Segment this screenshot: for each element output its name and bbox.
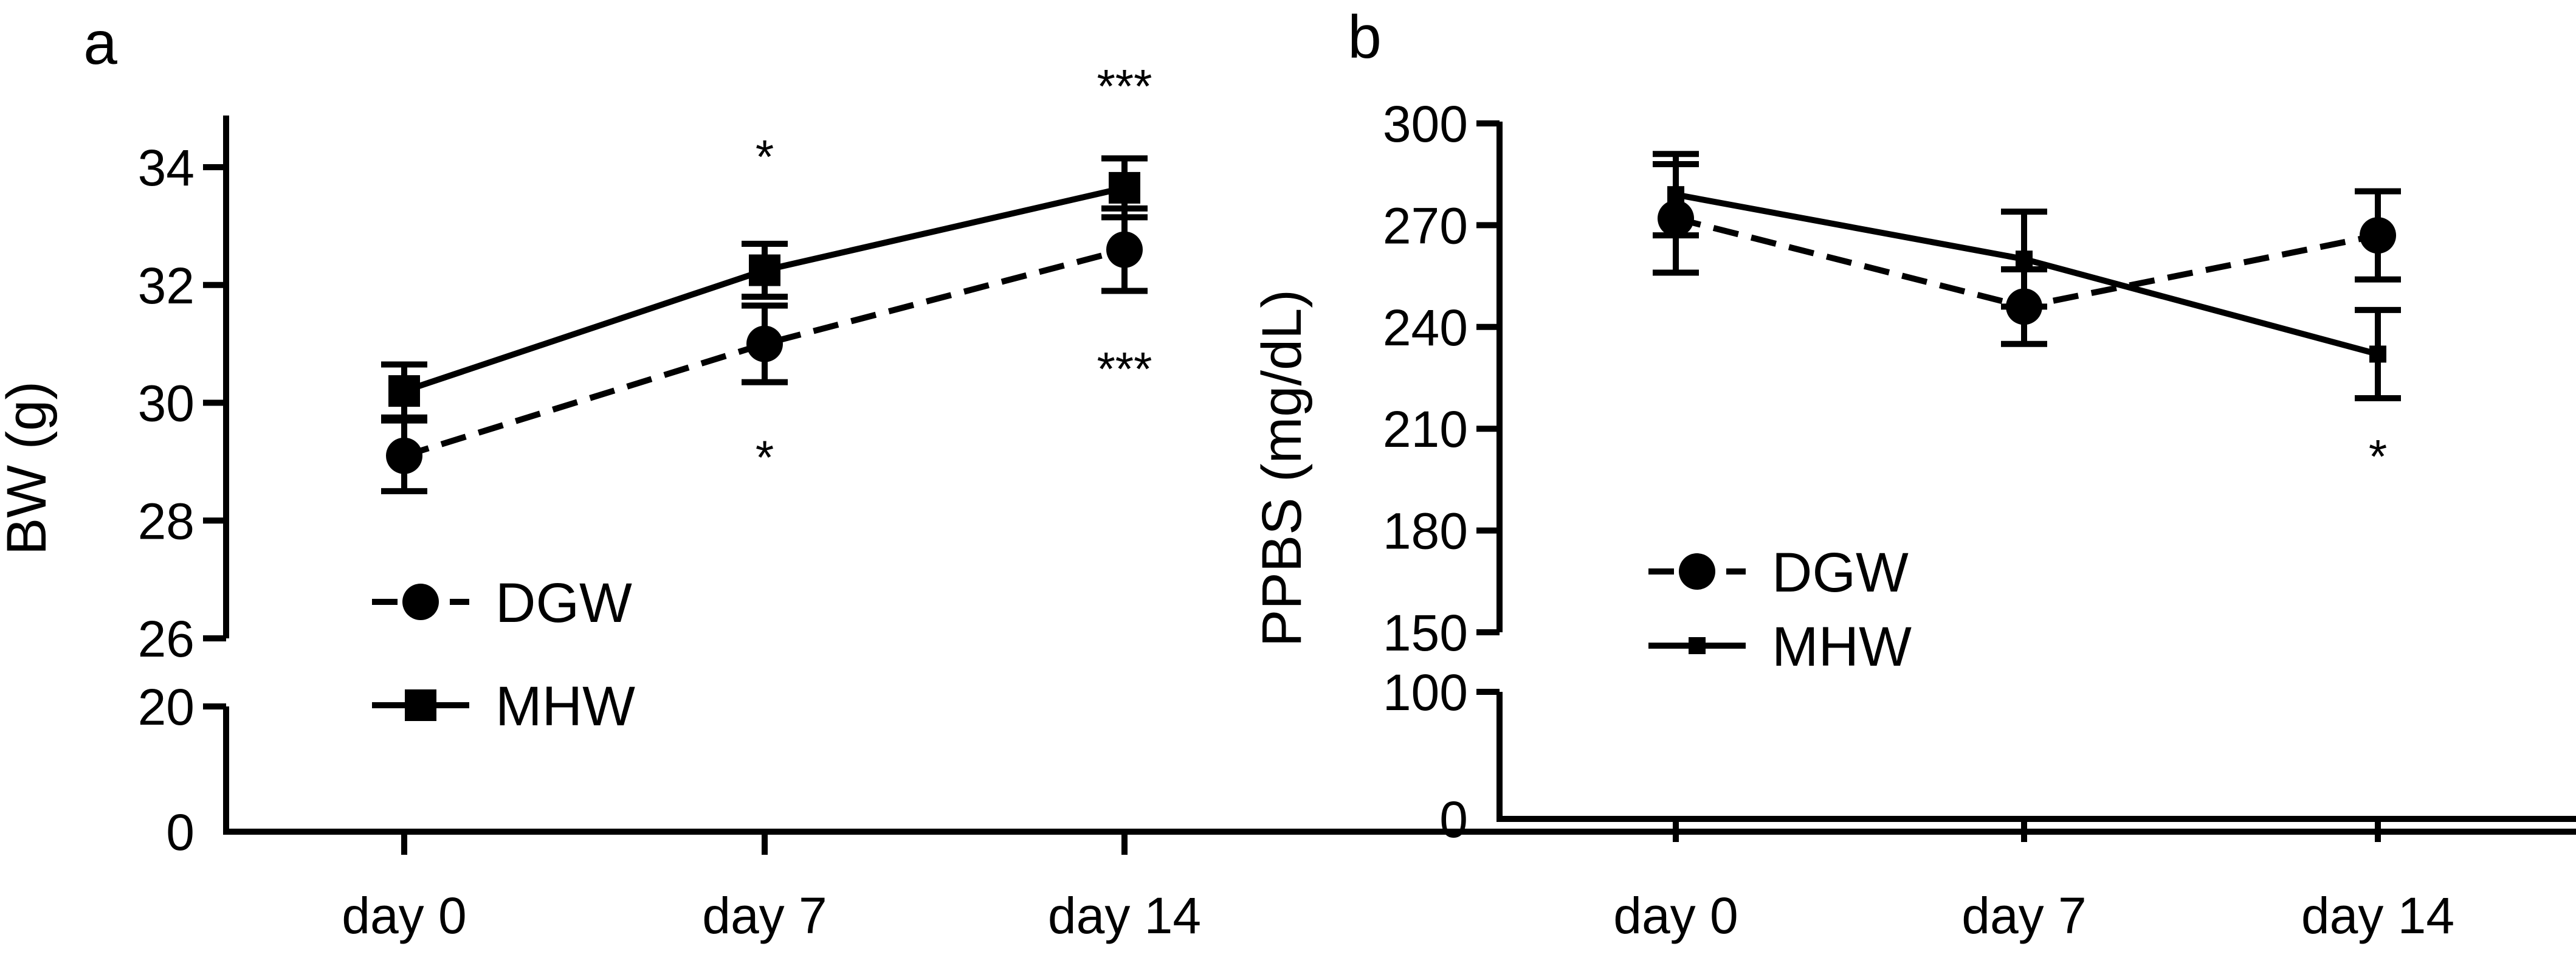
series-line-dgw: [403, 246, 1126, 459]
y-axis-label: PPBS (mg/dL): [1251, 289, 1313, 647]
data-point-dgw: [1106, 231, 1143, 268]
y-tick-label: 270: [1383, 197, 1468, 254]
y-tick-label: 240: [1383, 299, 1468, 356]
y-tick-label: 32: [138, 257, 195, 314]
legend-label: MHW: [1772, 616, 1912, 678]
x-tick-label: day 0: [342, 887, 467, 944]
x-tick-label: day 7: [1961, 887, 2087, 944]
y-tick-label: 210: [1383, 401, 1468, 458]
y-tick-label: 26: [138, 610, 195, 668]
legend-marker: [402, 584, 439, 620]
x-tick-label: day 14: [1048, 887, 1201, 944]
panel-label: a: [83, 9, 117, 77]
legend-marker: [405, 689, 436, 721]
panel-b: b PPBS (mg/dL) 150 180 210 240 270 300 0 100 day 0…: [1251, 3, 2576, 944]
significance-marker: *: [756, 130, 774, 184]
legend-label: DGW: [1772, 542, 1909, 604]
y-tick-label: 20: [138, 678, 195, 736]
y-axis-label: BW (g): [0, 381, 58, 555]
panel-label: b: [1348, 3, 1382, 71]
x-tick-label: day 0: [1613, 887, 1738, 944]
significance-marker: ***: [1097, 342, 1152, 395]
y-tick-label: 0: [166, 804, 195, 861]
y-tick-label: 300: [1383, 95, 1468, 153]
data-point-dgw: [2360, 217, 2396, 254]
y-tick-label: 34: [138, 139, 195, 196]
y-tick-label: 180: [1383, 503, 1468, 560]
y-tick-label: 100: [1383, 664, 1468, 721]
x-tick-label: day 14: [2301, 887, 2454, 944]
legend-label: MHW: [495, 675, 635, 737]
y-tick-label: 28: [138, 492, 195, 550]
y-tick-label: 30: [138, 375, 195, 432]
data-point-dgw: [746, 325, 783, 362]
x-tick-label: day 7: [702, 887, 827, 944]
significance-marker: ***: [1097, 59, 1152, 112]
data-point-mhw: [1109, 171, 1140, 204]
data-point-mhw: [2016, 250, 2033, 268]
data-point-mhw: [2369, 345, 2386, 363]
data-point-dgw: [386, 437, 422, 474]
data-point-mhw: [388, 375, 420, 407]
data-point-mhw: [1667, 186, 1684, 204]
legend-marker: [1679, 553, 1715, 590]
legend-marker: [1689, 637, 1706, 654]
y-tick-label: 0: [1439, 791, 1468, 848]
significance-marker: *: [2369, 430, 2387, 483]
y-tick-label: 150: [1383, 604, 1468, 661]
significance-marker: *: [756, 430, 774, 484]
legend-label: DGW: [495, 572, 632, 634]
data-point-mhw: [749, 254, 780, 286]
